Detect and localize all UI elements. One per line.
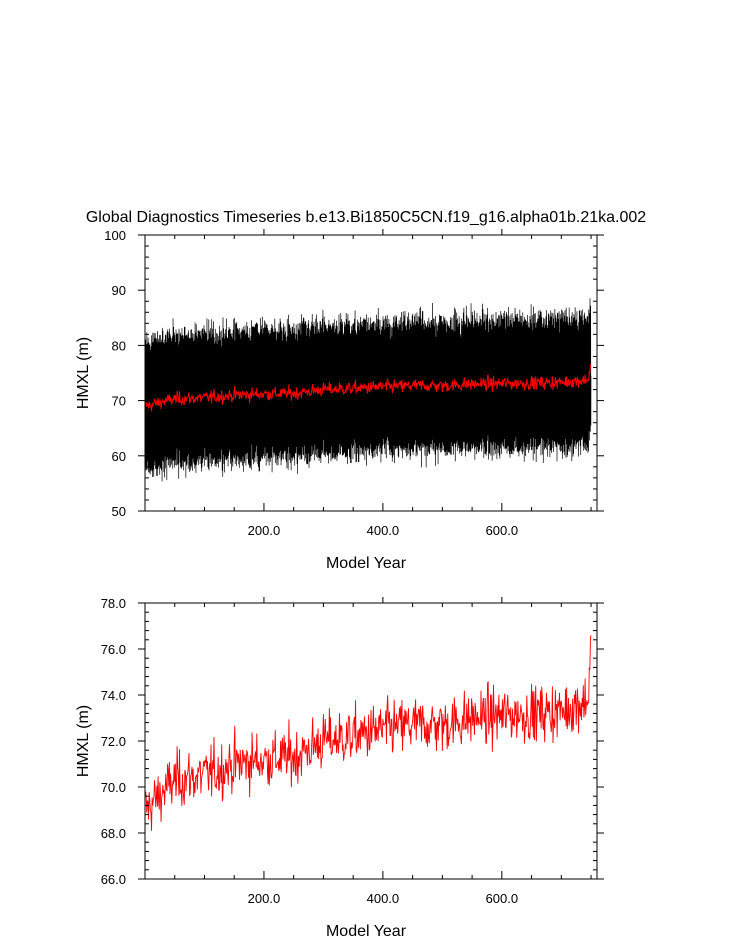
y-tick-label: 60	[112, 449, 126, 464]
y-axis-label: HMXL (m)	[75, 337, 92, 409]
x-tick-label: 200.0	[248, 523, 281, 538]
y-tick-label: 100	[104, 228, 126, 243]
plot-frame	[144, 602, 598, 880]
plot-frame	[144, 234, 598, 512]
x-tick-label: 600.0	[486, 891, 519, 906]
chart-title: Global Diagnostics Timeseries b.e13.Bi18…	[86, 209, 646, 226]
y-tick-label: 80	[112, 338, 126, 353]
x-axis-label: Model Year	[326, 555, 407, 572]
series-annual-line	[145, 635, 592, 831]
x-axis-label: Model Year	[326, 923, 407, 940]
y-tick-label: 72.0	[101, 734, 126, 749]
x-tick-label: 600.0	[486, 523, 519, 538]
plot-area	[145, 635, 592, 831]
y-tick-label: 70.0	[101, 780, 126, 795]
x-tick-label: 200.0	[248, 891, 281, 906]
series-monthly-line	[145, 298, 592, 482]
y-tick-label: 68.0	[101, 826, 126, 841]
series-annual-line	[145, 363, 592, 412]
y-tick-label: 74.0	[101, 688, 126, 703]
x-tick-label: 400.0	[367, 523, 400, 538]
y-axis-label: HMXL (m)	[75, 705, 92, 777]
panel-bottom: 200.0 400.0 600.0 66.0 68.0 70.0 72.0 74.0 76.0 7…	[75, 596, 604, 940]
y-tick-label: 50	[112, 504, 126, 519]
y-tick-label: 66.0	[101, 872, 126, 887]
y-tick-label: 90	[112, 283, 126, 298]
plot-area	[145, 298, 592, 482]
y-tick-label: 70	[112, 394, 126, 409]
y-tick-label: 76.0	[101, 642, 126, 657]
y-tick-label: 78.0	[101, 596, 126, 611]
x-tick-label: 400.0	[367, 891, 400, 906]
panel-top: 200.0 400.0 600.0 50 60 70 80 90 100 Model Year HM…	[75, 228, 604, 572]
